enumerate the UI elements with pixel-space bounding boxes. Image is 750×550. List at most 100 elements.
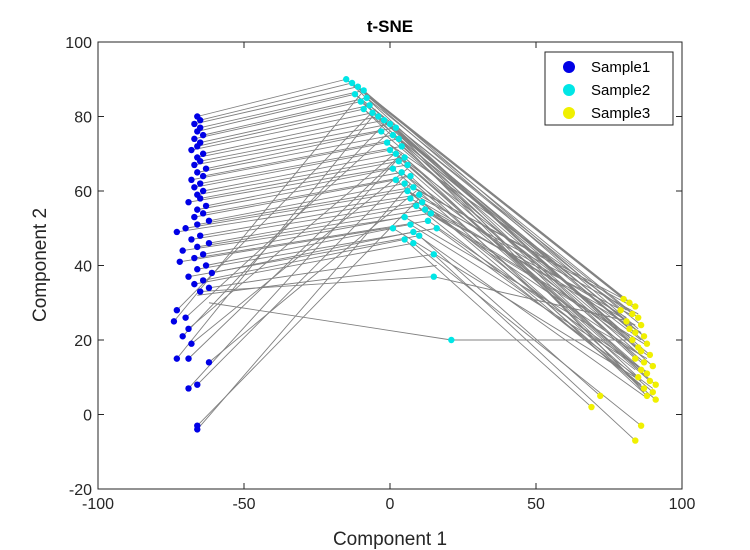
- point-sample3: [629, 311, 635, 317]
- point-sample1: [197, 233, 203, 239]
- point-sample3: [617, 307, 623, 313]
- point-sample2: [413, 203, 419, 209]
- point-sample3: [650, 389, 656, 395]
- y-tick-label: 80: [74, 110, 92, 127]
- point-sample2: [361, 87, 367, 93]
- point-sample2: [407, 221, 413, 227]
- point-sample2: [407, 195, 413, 201]
- point-sample2: [384, 139, 390, 145]
- point-sample2: [381, 117, 387, 123]
- point-sample3: [632, 437, 638, 443]
- point-sample2: [378, 128, 384, 134]
- point-sample3: [588, 404, 594, 410]
- point-sample1: [191, 162, 197, 168]
- point-sample1: [203, 203, 209, 209]
- point-sample3: [623, 318, 629, 324]
- point-sample3: [641, 333, 647, 339]
- point-sample3: [632, 303, 638, 309]
- point-sample1: [194, 206, 200, 212]
- point-sample3: [635, 374, 641, 380]
- point-sample3: [620, 296, 626, 302]
- point-sample1: [194, 266, 200, 272]
- y-tick-label: 60: [74, 184, 92, 201]
- legend-marker-sample2: [563, 84, 575, 96]
- point-sample1: [194, 426, 200, 432]
- point-sample2: [401, 154, 407, 160]
- point-sample2: [401, 180, 407, 186]
- legend-label-sample3: Sample3: [591, 105, 650, 122]
- point-sample1: [177, 259, 183, 265]
- point-sample3: [597, 393, 603, 399]
- point-sample2: [396, 158, 402, 164]
- legend-marker-sample3: [563, 107, 575, 119]
- y-tick-label: -20: [69, 482, 92, 499]
- legend-marker-sample1: [563, 61, 575, 73]
- point-sample2: [422, 206, 428, 212]
- point-sample3: [647, 378, 653, 384]
- x-tick-label: -50: [232, 496, 255, 513]
- point-sample2: [431, 251, 437, 257]
- point-sample1: [203, 165, 209, 171]
- point-sample3: [653, 396, 659, 402]
- point-sample1: [206, 359, 212, 365]
- point-sample1: [185, 385, 191, 391]
- point-sample1: [200, 210, 206, 216]
- point-sample3: [632, 355, 638, 361]
- point-sample2: [404, 188, 410, 194]
- point-sample2: [396, 136, 402, 142]
- point-sample2: [352, 91, 358, 97]
- point-sample3: [641, 385, 647, 391]
- point-sample2: [393, 151, 399, 157]
- point-sample1: [194, 169, 200, 175]
- point-sample2: [448, 337, 454, 343]
- point-sample2: [398, 143, 404, 149]
- y-axis-label: Component 2: [30, 208, 51, 322]
- chart-title: t-SNE: [367, 17, 413, 36]
- point-sample2: [366, 102, 372, 108]
- y-tick-label: 100: [65, 35, 92, 52]
- point-sample3: [632, 329, 638, 335]
- point-sample1: [174, 307, 180, 313]
- point-sample2: [401, 214, 407, 220]
- point-sample3: [635, 314, 641, 320]
- point-sample1: [191, 214, 197, 220]
- x-tick-label: 100: [669, 496, 696, 513]
- point-sample1: [194, 143, 200, 149]
- legend-label-sample2: Sample2: [591, 82, 650, 99]
- point-sample1: [191, 281, 197, 287]
- point-sample1: [206, 218, 212, 224]
- point-sample1: [200, 132, 206, 138]
- point-sample1: [197, 158, 203, 164]
- point-sample2: [387, 147, 393, 153]
- point-sample2: [410, 184, 416, 190]
- point-sample1: [179, 247, 185, 253]
- point-sample2: [390, 225, 396, 231]
- point-sample1: [188, 147, 194, 153]
- point-sample2: [361, 106, 367, 112]
- point-sample1: [200, 188, 206, 194]
- x-axis-label: Component 1: [333, 529, 447, 550]
- point-sample2: [398, 169, 404, 175]
- point-sample1: [200, 173, 206, 179]
- point-sample3: [641, 359, 647, 365]
- point-sample1: [197, 195, 203, 201]
- point-sample1: [206, 285, 212, 291]
- point-sample1: [191, 136, 197, 142]
- point-sample2: [358, 98, 364, 104]
- point-sample2: [343, 76, 349, 82]
- point-sample2: [401, 236, 407, 242]
- point-sample1: [171, 318, 177, 324]
- point-sample1: [200, 151, 206, 157]
- point-sample1: [182, 314, 188, 320]
- point-sample1: [179, 333, 185, 339]
- point-sample1: [194, 221, 200, 227]
- point-sample1: [191, 184, 197, 190]
- point-sample3: [638, 367, 644, 373]
- point-sample2: [404, 162, 410, 168]
- point-sample2: [387, 121, 393, 127]
- point-sample1: [185, 326, 191, 332]
- y-tick-label: 20: [74, 333, 92, 350]
- point-sample1: [194, 128, 200, 134]
- point-sample1: [188, 177, 194, 183]
- x-tick-label: 0: [386, 496, 395, 513]
